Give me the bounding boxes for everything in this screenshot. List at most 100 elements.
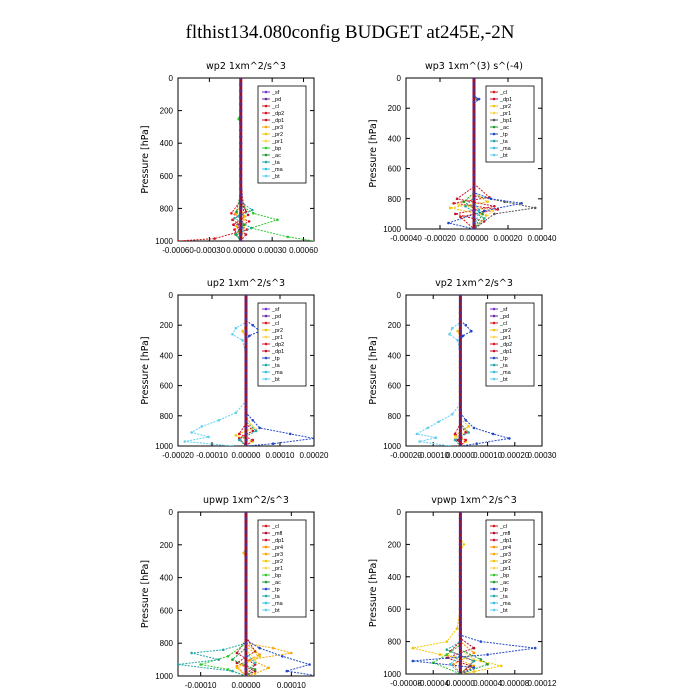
y-tick-label: 600 (160, 606, 174, 615)
series-point-pr2 (258, 655, 261, 658)
legend-label: _bp (271, 573, 281, 579)
zero-profile-point (458, 542, 462, 547)
series-line-ta (178, 512, 247, 676)
legend-label: _cl (499, 321, 507, 327)
zero-profile-point (239, 128, 243, 132)
y-tick-label: 1000 (383, 225, 401, 234)
zero-profile-point (239, 135, 243, 139)
zero-profile-point (458, 568, 462, 572)
zero-profile-point (244, 341, 248, 345)
series-point-bt (434, 436, 438, 440)
x-tick-label: 0.00060 (289, 246, 318, 255)
zero-profile-point (244, 582, 248, 586)
series-line-tp (446, 78, 522, 229)
zero-profile-point (458, 640, 462, 644)
zero-profile-point (244, 621, 248, 626)
legend-marker-pr1 (264, 335, 268, 339)
legend-label: _pr3 (499, 552, 511, 558)
y-tick-label: 400 (160, 574, 174, 583)
series-point-pr2 (242, 551, 245, 555)
legend-label: _pd (271, 97, 281, 103)
zero-profile-point (472, 148, 476, 153)
legend-label: _dp2 (271, 342, 284, 348)
series-point-pr2 (456, 329, 460, 333)
x-tick-label: 0.00030 (528, 451, 557, 460)
legend-label: _tp (271, 356, 280, 362)
series-point-tp (489, 197, 493, 201)
series-point-ac (242, 223, 246, 226)
zero-profile-point (458, 665, 462, 670)
series-point-mfl (472, 646, 476, 650)
zero-profile-point (244, 426, 248, 430)
x-tick-label: -0.00020 (162, 451, 194, 460)
zero-profile-point (458, 347, 462, 351)
zero-profile-point (244, 390, 248, 394)
zero-profile-point (244, 661, 248, 665)
x-tick-label: 0.00004 (473, 679, 502, 688)
zero-profile-point (458, 601, 462, 605)
zero-profile-point (458, 402, 462, 406)
panel-title: wp3 1xm^(3) s^(-4) (425, 61, 523, 72)
legend-label: _bt (499, 377, 508, 383)
y-tick-label: 1000 (383, 670, 401, 679)
zero-profile-point (472, 160, 476, 165)
series-point-dp2 (230, 212, 233, 215)
zero-profile-point (458, 581, 462, 585)
zero-profile-point (472, 203, 476, 207)
legend-label: _bt (271, 377, 280, 383)
series-point-cl (178, 239, 180, 241)
legend-label: _pr1 (499, 566, 511, 572)
series-point-dp1 (232, 223, 235, 226)
figure-title: flthist134.080config BUDGET at245E,-2N (186, 22, 515, 43)
series-point-ac (486, 663, 489, 666)
series-point-pr2 (243, 215, 247, 218)
legend-label: _pr1 (271, 139, 283, 145)
zero-profile-point (239, 115, 243, 119)
zero-profile-point (244, 641, 248, 645)
zero-profile-point (244, 323, 248, 327)
series-point-tp (271, 442, 275, 446)
series-point-dp1 (455, 197, 459, 201)
legend-marker-cl (264, 524, 268, 528)
zero-profile-point (458, 317, 462, 321)
legend-marker-ta (492, 363, 496, 367)
zero-profile-point (458, 588, 462, 592)
legend-label: _dp1 (499, 97, 512, 103)
zero-profile-point (244, 595, 248, 599)
zero-profile-point (244, 432, 248, 436)
plot-frame (177, 77, 315, 242)
zero-profile-point (458, 396, 462, 400)
legend-marker-ac (264, 153, 268, 157)
zero-profile-point (239, 95, 243, 100)
legend-label: _cl (499, 90, 507, 96)
series-line-pr2 (236, 512, 261, 676)
series-group (178, 78, 314, 241)
legend-label: _ta (271, 363, 281, 369)
zero-profile-point (472, 142, 476, 147)
zero-profile-point (472, 197, 476, 201)
series-point-cl (459, 215, 462, 219)
panel-1: wp2 1xm^2/s^3 Pressure [hPa] 0 200 400 600 800… (140, 61, 319, 255)
series-point-pr2 (235, 225, 238, 228)
zero-profile-point (244, 543, 248, 547)
zero-profile-point (239, 213, 243, 217)
series-point-pr4 (472, 651, 476, 655)
legend-marker-pr1 (492, 566, 496, 570)
zero-profile-point (472, 88, 476, 92)
series-point-ma (477, 209, 481, 213)
series-point-ta (190, 651, 193, 655)
series-point-pr2 (234, 434, 238, 437)
zero-profile-point (244, 311, 248, 315)
x-tick-label: -0.00020 (390, 451, 422, 460)
legend-marker-ma (492, 146, 496, 150)
series-point-ta (453, 438, 457, 442)
y-tick-label: 800 (388, 412, 402, 421)
series-point-ta (178, 663, 180, 666)
x-tick-label: -0.00004 (417, 679, 449, 688)
series-point-bp (252, 212, 255, 215)
y-tick-label: 0 (169, 508, 174, 517)
legend-marker-bt (492, 608, 496, 612)
legend-marker-ma (492, 370, 496, 374)
zero-profile-point (458, 295, 462, 297)
